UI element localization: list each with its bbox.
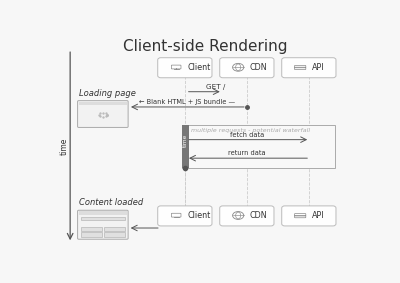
Text: time: time	[183, 134, 188, 147]
Text: multiple requests - potential waterfall: multiple requests - potential waterfall	[191, 128, 310, 133]
FancyBboxPatch shape	[158, 206, 212, 226]
Text: Client: Client	[188, 63, 211, 72]
Text: return data: return data	[228, 150, 266, 156]
Text: Client: Client	[188, 211, 211, 220]
Bar	[81, 227, 102, 231]
Bar	[81, 232, 102, 237]
Bar	[79, 102, 127, 106]
FancyBboxPatch shape	[78, 101, 128, 127]
Text: Client-side Rendering: Client-side Rendering	[123, 39, 287, 54]
Text: GET /: GET /	[206, 83, 226, 89]
FancyBboxPatch shape	[158, 58, 212, 78]
Text: API: API	[312, 211, 324, 220]
FancyBboxPatch shape	[78, 210, 128, 239]
Text: API: API	[312, 63, 324, 72]
Text: CDN: CDN	[250, 211, 268, 220]
FancyBboxPatch shape	[282, 206, 336, 226]
Text: Loading page: Loading page	[79, 89, 136, 98]
Bar	[182, 125, 188, 168]
FancyBboxPatch shape	[220, 206, 274, 226]
Text: fetch data: fetch data	[230, 132, 264, 138]
Bar	[81, 217, 125, 220]
FancyBboxPatch shape	[220, 58, 274, 78]
Bar	[182, 125, 334, 168]
Text: Content loaded: Content loaded	[79, 198, 143, 207]
Text: CDN: CDN	[250, 63, 268, 72]
Text: ← Blank HTML + JS bundle —: ← Blank HTML + JS bundle —	[139, 99, 235, 105]
Text: time: time	[60, 138, 69, 155]
FancyBboxPatch shape	[282, 58, 336, 78]
Bar	[79, 211, 127, 215]
Bar	[104, 232, 125, 237]
Bar	[104, 227, 125, 231]
